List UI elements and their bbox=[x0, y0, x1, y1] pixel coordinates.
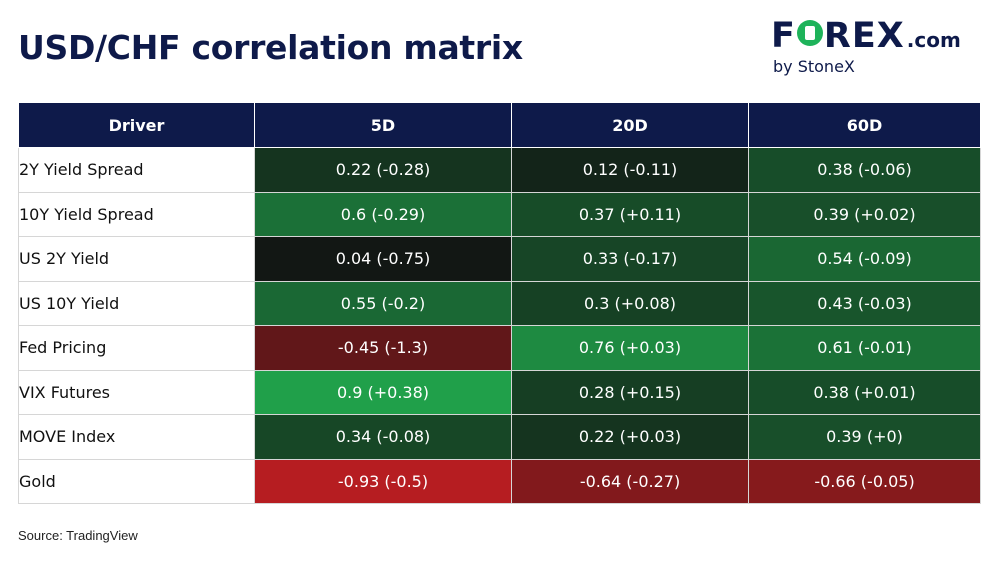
table-row: US 10Y Yield 0.55 (-0.2) 0.3 (+0.08) 0.43 (… bbox=[18, 280, 981, 326]
correlation-cell: 0.54 (-0.09) bbox=[748, 236, 981, 282]
source-note: Source: TradingView bbox=[18, 528, 138, 543]
driver-cell: 10Y Yield Spread bbox=[18, 191, 255, 237]
correlation-cell: 0.3 (+0.08) bbox=[511, 280, 749, 326]
table-row: Fed Pricing -0.45 (-1.3) 0.76 (+0.03) 0.61 … bbox=[18, 325, 981, 371]
logo-text-right: REX bbox=[823, 16, 905, 56]
correlation-cell: -0.66 (-0.05) bbox=[748, 458, 981, 504]
column-header-driver: Driver bbox=[18, 102, 255, 148]
correlation-cell: -0.93 (-0.5) bbox=[254, 458, 512, 504]
logo-wordmark: F REX .com bbox=[771, 16, 961, 56]
correlation-cell: 0.33 (-0.17) bbox=[511, 236, 749, 282]
header-row: Driver 5D 20D 60D bbox=[18, 102, 981, 148]
correlation-cell: 0.55 (-0.2) bbox=[254, 280, 512, 326]
correlation-cell: 0.34 (-0.08) bbox=[254, 414, 512, 460]
logo-subtitle: by StoneX bbox=[773, 57, 855, 76]
correlation-cell: 0.43 (-0.03) bbox=[748, 280, 981, 326]
table-row: MOVE Index 0.34 (-0.08) 0.22 (+0.03) 0.39 (… bbox=[18, 414, 981, 460]
forex-logo: F REX .com by StoneX bbox=[771, 16, 986, 80]
correlation-cell: 0.61 (-0.01) bbox=[748, 325, 981, 371]
correlation-cell: 0.39 (+0.02) bbox=[748, 191, 981, 237]
correlation-cell: 0.28 (+0.15) bbox=[511, 369, 749, 415]
correlation-cell: -0.45 (-1.3) bbox=[254, 325, 512, 371]
column-header-20d: 20D bbox=[511, 102, 749, 148]
driver-cell: US 10Y Yield bbox=[18, 280, 255, 326]
correlation-cell: 0.22 (-0.28) bbox=[254, 147, 512, 193]
logo-dotcom: .com bbox=[906, 28, 961, 52]
correlation-cell: 0.76 (+0.03) bbox=[511, 325, 749, 371]
table-row: US 2Y Yield 0.04 (-0.75) 0.33 (-0.17) 0.54 … bbox=[18, 236, 981, 282]
correlation-matrix-table: Driver 5D 20D 60D 2Y Yield Spread 0.22 (-… bbox=[18, 102, 981, 504]
column-header-5d: 5D bbox=[254, 102, 512, 148]
logo-o-icon bbox=[796, 20, 823, 46]
driver-cell: VIX Futures bbox=[18, 369, 255, 415]
correlation-cell: 0.04 (-0.75) bbox=[254, 236, 512, 282]
driver-cell: US 2Y Yield bbox=[18, 236, 255, 282]
page-title: USD/CHF correlation matrix bbox=[18, 28, 523, 67]
correlation-cell: -0.64 (-0.27) bbox=[511, 458, 749, 504]
correlation-cell: 0.38 (+0.01) bbox=[748, 369, 981, 415]
logo-text-left: F bbox=[771, 16, 796, 56]
correlation-cell: 0.22 (+0.03) bbox=[511, 414, 749, 460]
driver-cell: Gold bbox=[18, 458, 255, 504]
correlation-cell: 0.37 (+0.11) bbox=[511, 191, 749, 237]
table-row: VIX Futures 0.9 (+0.38) 0.28 (+0.15) 0.38 (… bbox=[18, 369, 981, 415]
driver-cell: Fed Pricing bbox=[18, 325, 255, 371]
table-row: Gold -0.93 (-0.5) -0.64 (-0.27) -0.66 (-0.0… bbox=[18, 458, 981, 504]
table-row: 2Y Yield Spread 0.22 (-0.28) 0.12 (-0.11) 0… bbox=[18, 147, 981, 193]
driver-cell: MOVE Index bbox=[18, 414, 255, 460]
correlation-cell: 0.12 (-0.11) bbox=[511, 147, 749, 193]
correlation-cell: 0.38 (-0.06) bbox=[748, 147, 981, 193]
correlation-cell: 0.9 (+0.38) bbox=[254, 369, 512, 415]
correlation-cell: 0.6 (-0.29) bbox=[254, 191, 512, 237]
table-row: 10Y Yield Spread 0.6 (-0.29) 0.37 (+0.11) 0… bbox=[18, 191, 981, 237]
driver-cell: 2Y Yield Spread bbox=[18, 147, 255, 193]
column-header-60d: 60D bbox=[748, 102, 981, 148]
correlation-cell: 0.39 (+0) bbox=[748, 414, 981, 460]
